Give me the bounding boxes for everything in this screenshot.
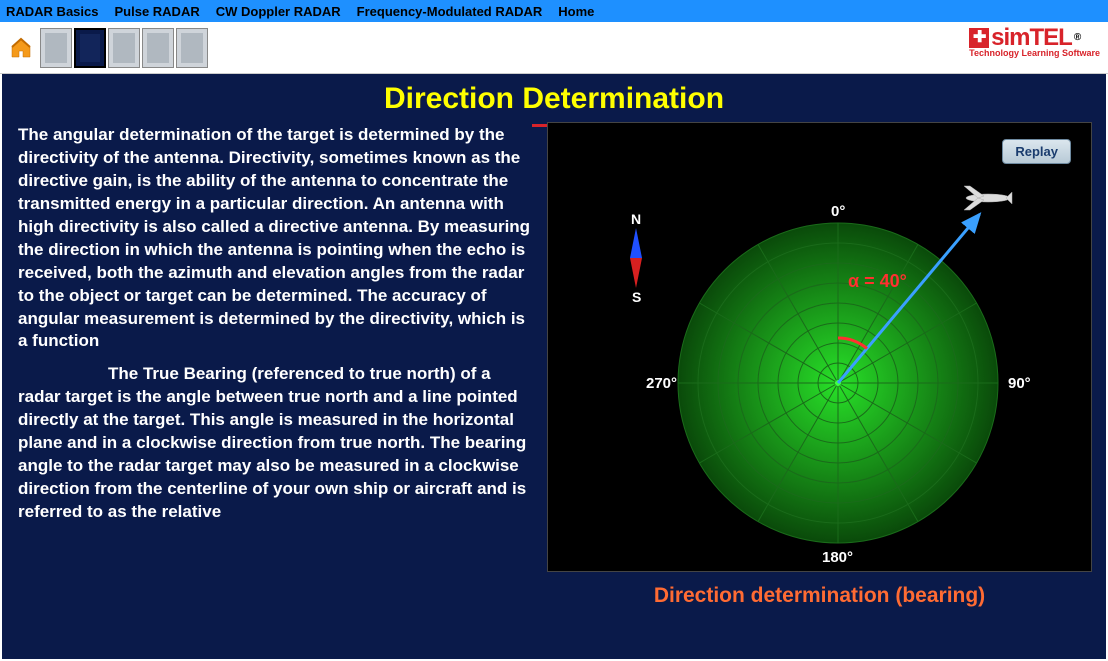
logo-icon: ✚ <box>969 28 989 48</box>
paragraph-2: The True Bearing (referenced to true nor… <box>18 363 535 524</box>
slide-thumb-1[interactable] <box>40 28 72 68</box>
slide-thumb-3[interactable] <box>108 28 140 68</box>
menu-item-fm-radar[interactable]: Frequency-Modulated RADAR <box>357 4 543 19</box>
menu-item-pulse-radar[interactable]: Pulse RADAR <box>114 4 199 19</box>
diagram-panel: Replay <box>547 122 1092 641</box>
home-icon <box>9 36 33 60</box>
angle-label-90: 90° <box>1008 375 1031 392</box>
alpha-angle-label: α = 40° <box>848 271 907 292</box>
brand-logo: ✚ simTEL ® Technology Learning Software <box>969 26 1100 58</box>
menu-item-cw-doppler[interactable]: CW Doppler RADAR <box>216 4 341 19</box>
menu-item-home[interactable]: Home <box>558 4 594 19</box>
paragraph-1: The angular determination of the target … <box>18 124 535 353</box>
compass-north-label: N <box>631 211 641 227</box>
airplane-icon <box>958 178 1018 218</box>
trademark-symbol: ® <box>1074 33 1080 43</box>
content-area: Direction Determination The angular dete… <box>0 74 1108 661</box>
menu-bar: RADAR Basics Pulse RADAR CW Doppler RADA… <box>0 0 1108 22</box>
diagram-caption: Direction determination (bearing) <box>547 584 1092 608</box>
explanation-text: The angular determination of the target … <box>16 122 537 641</box>
slide-thumb-2[interactable] <box>74 28 106 68</box>
slide-thumb-5[interactable] <box>176 28 208 68</box>
brand-tagline: Technology Learning Software <box>969 48 1100 58</box>
compass-icon <box>626 228 646 288</box>
brand-name: simTEL <box>991 26 1072 50</box>
angle-label-180: 180° <box>822 549 853 566</box>
angle-label-0: 0° <box>831 203 845 220</box>
compass-south-label: S <box>632 289 641 305</box>
menu-item-radar-basics[interactable]: RADAR Basics <box>6 4 98 19</box>
slide-thumb-4[interactable] <box>142 28 174 68</box>
toolbar: ✚ simTEL ® Technology Learning Software <box>0 22 1108 74</box>
radar-diagram: Replay <box>547 122 1092 572</box>
home-button[interactable] <box>6 33 36 63</box>
page-title: Direction Determination <box>16 82 1092 116</box>
angle-label-270: 270° <box>646 375 677 392</box>
